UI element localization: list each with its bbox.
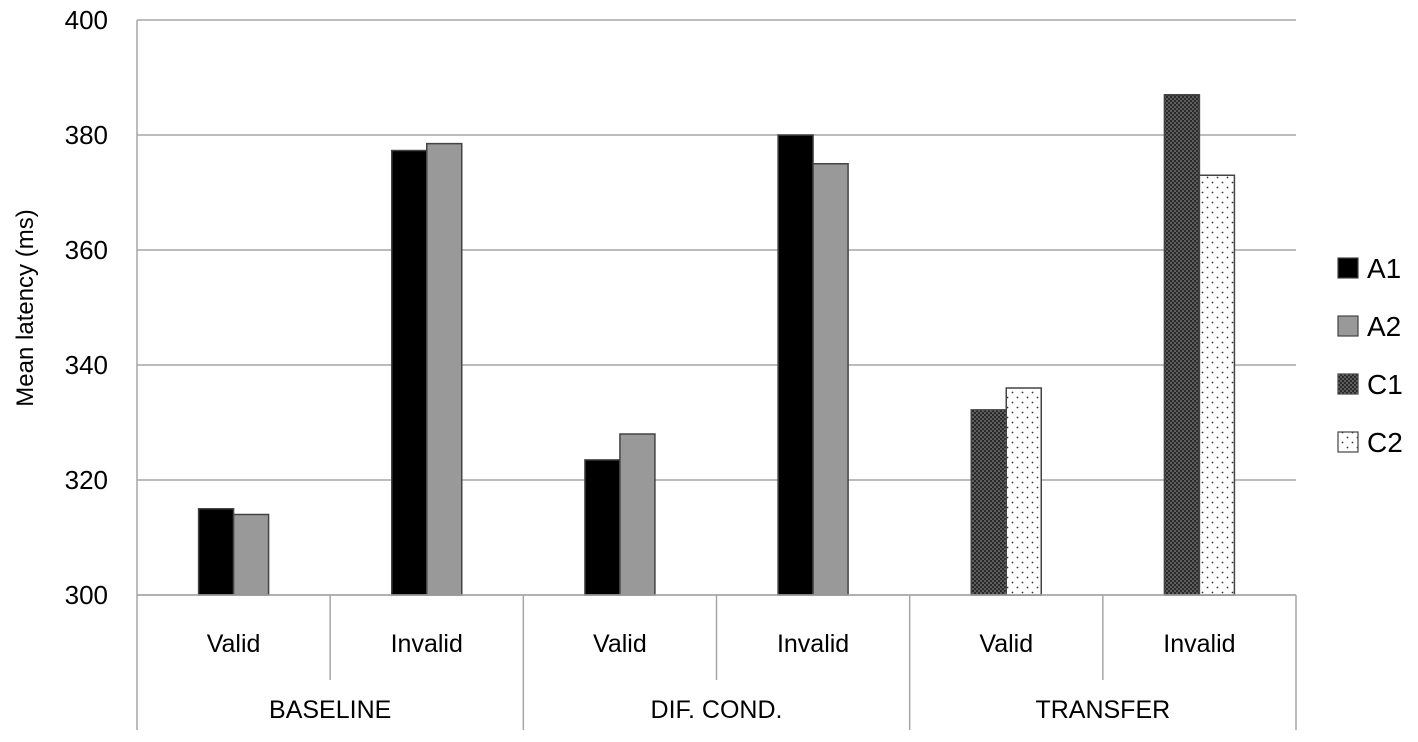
legend-swatch-a1	[1337, 257, 1359, 279]
x-category-label: Valid	[207, 630, 261, 658]
y-tick-label: 380	[65, 120, 108, 150]
bar-a1-cat0	[197, 508, 235, 596]
axes	[136, 20, 1297, 730]
x-group-label: TRANSFER	[1035, 696, 1170, 724]
bar-a2-cat1	[426, 142, 463, 596]
bar-c2-cat4	[1005, 387, 1042, 596]
bar-c2-cat5	[1198, 174, 1236, 596]
x-category-label: Invalid	[391, 630, 463, 658]
y-axis-title: Mean latency (ms)	[12, 209, 39, 406]
bar-a2-cat0	[232, 513, 270, 596]
legend: A1 A2 C1 C2	[1337, 253, 1403, 458]
bar-a1-cat3	[777, 134, 814, 596]
x-category-label: Invalid	[777, 630, 849, 658]
legend-swatch-a2	[1337, 315, 1359, 337]
x-category-label: Valid	[593, 630, 647, 658]
bar-a2-cat3	[812, 163, 849, 596]
y-tick-label: 340	[65, 350, 108, 380]
bars	[197, 94, 1236, 596]
legend-swatch-c2	[1337, 431, 1359, 453]
bar-a1-cat2	[584, 459, 621, 596]
gridlines	[137, 19, 1296, 596]
legend-label-a2: A2	[1367, 311, 1401, 342]
y-tick-label: 360	[65, 235, 108, 265]
x-axis-labels: Valid Invalid BASELINE Valid Invalid DIF. CON…	[207, 630, 1236, 724]
bar-c1-cat5	[1163, 94, 1201, 596]
bar-a1-cat1	[391, 149, 428, 596]
y-axis-ticks: 300 320 340 360 380 400	[65, 5, 108, 610]
y-tick-label: 400	[65, 5, 108, 35]
y-tick-label: 320	[65, 465, 108, 495]
legend-swatch-c1	[1337, 373, 1359, 395]
legend-label-a1: A1	[1367, 253, 1401, 284]
x-category-label: Valid	[979, 630, 1033, 658]
y-tick-label: 300	[65, 580, 108, 610]
bar-a2-cat2	[619, 433, 656, 596]
x-group-label: BASELINE	[269, 696, 391, 724]
x-category-label: Invalid	[1163, 630, 1235, 658]
legend-label-c2: C2	[1367, 427, 1403, 458]
x-group-label: DIF. COND.	[651, 696, 783, 724]
bar-c1-cat4	[970, 409, 1007, 596]
legend-label-c1: C1	[1367, 369, 1403, 400]
